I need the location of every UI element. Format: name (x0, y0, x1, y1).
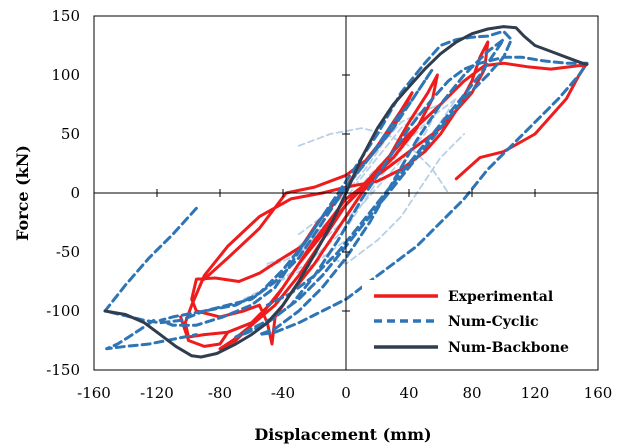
x-tick-label: -40 (271, 384, 295, 402)
y-tick-label: -50 (56, 243, 80, 261)
y-tick-label: 100 (51, 66, 80, 84)
x-tick-label: 160 (584, 384, 613, 402)
x-tick-label: 40 (399, 384, 418, 402)
series-line-num-cyclic-faint-0 (297, 103, 442, 247)
series-line-experimental-1 (179, 315, 230, 348)
axes-layer: -160 -120 -80 -40 0 40 80 120 160 150 100 50 0 -50 -10… (46, 7, 612, 402)
x-tick-label: 0 (341, 384, 351, 402)
y-tick-label: -100 (46, 302, 80, 320)
x-tick-label: -120 (140, 384, 174, 402)
series-line-num-cyclic-0 (103, 29, 589, 339)
y-tick-label: 50 (61, 125, 80, 143)
x-axis-title: Displacement (mm) (254, 425, 431, 444)
x-tick-label: 120 (521, 384, 550, 402)
series-line-num-backbone-0 (103, 25, 589, 359)
y-tick-label: 150 (51, 7, 80, 25)
curves-layer (103, 25, 589, 359)
y-axis-title: Force (kN) (13, 145, 32, 241)
y-tick-label: 0 (70, 184, 80, 202)
y-tick-label: -150 (46, 361, 80, 379)
x-tick-label: -160 (77, 384, 111, 402)
x-tick-label: -80 (208, 384, 232, 402)
legend: Experimental Num-Cyclic Num-Backbone (362, 280, 584, 366)
legend-label-experimental: Experimental (448, 289, 553, 305)
x-tick-label: 80 (462, 384, 481, 402)
legend-label-num-backbone: Num-Backbone (448, 340, 569, 356)
legend-label-num-cyclic: Num-Cyclic (448, 314, 539, 330)
series-line-num-cyclic-1 (105, 318, 198, 351)
